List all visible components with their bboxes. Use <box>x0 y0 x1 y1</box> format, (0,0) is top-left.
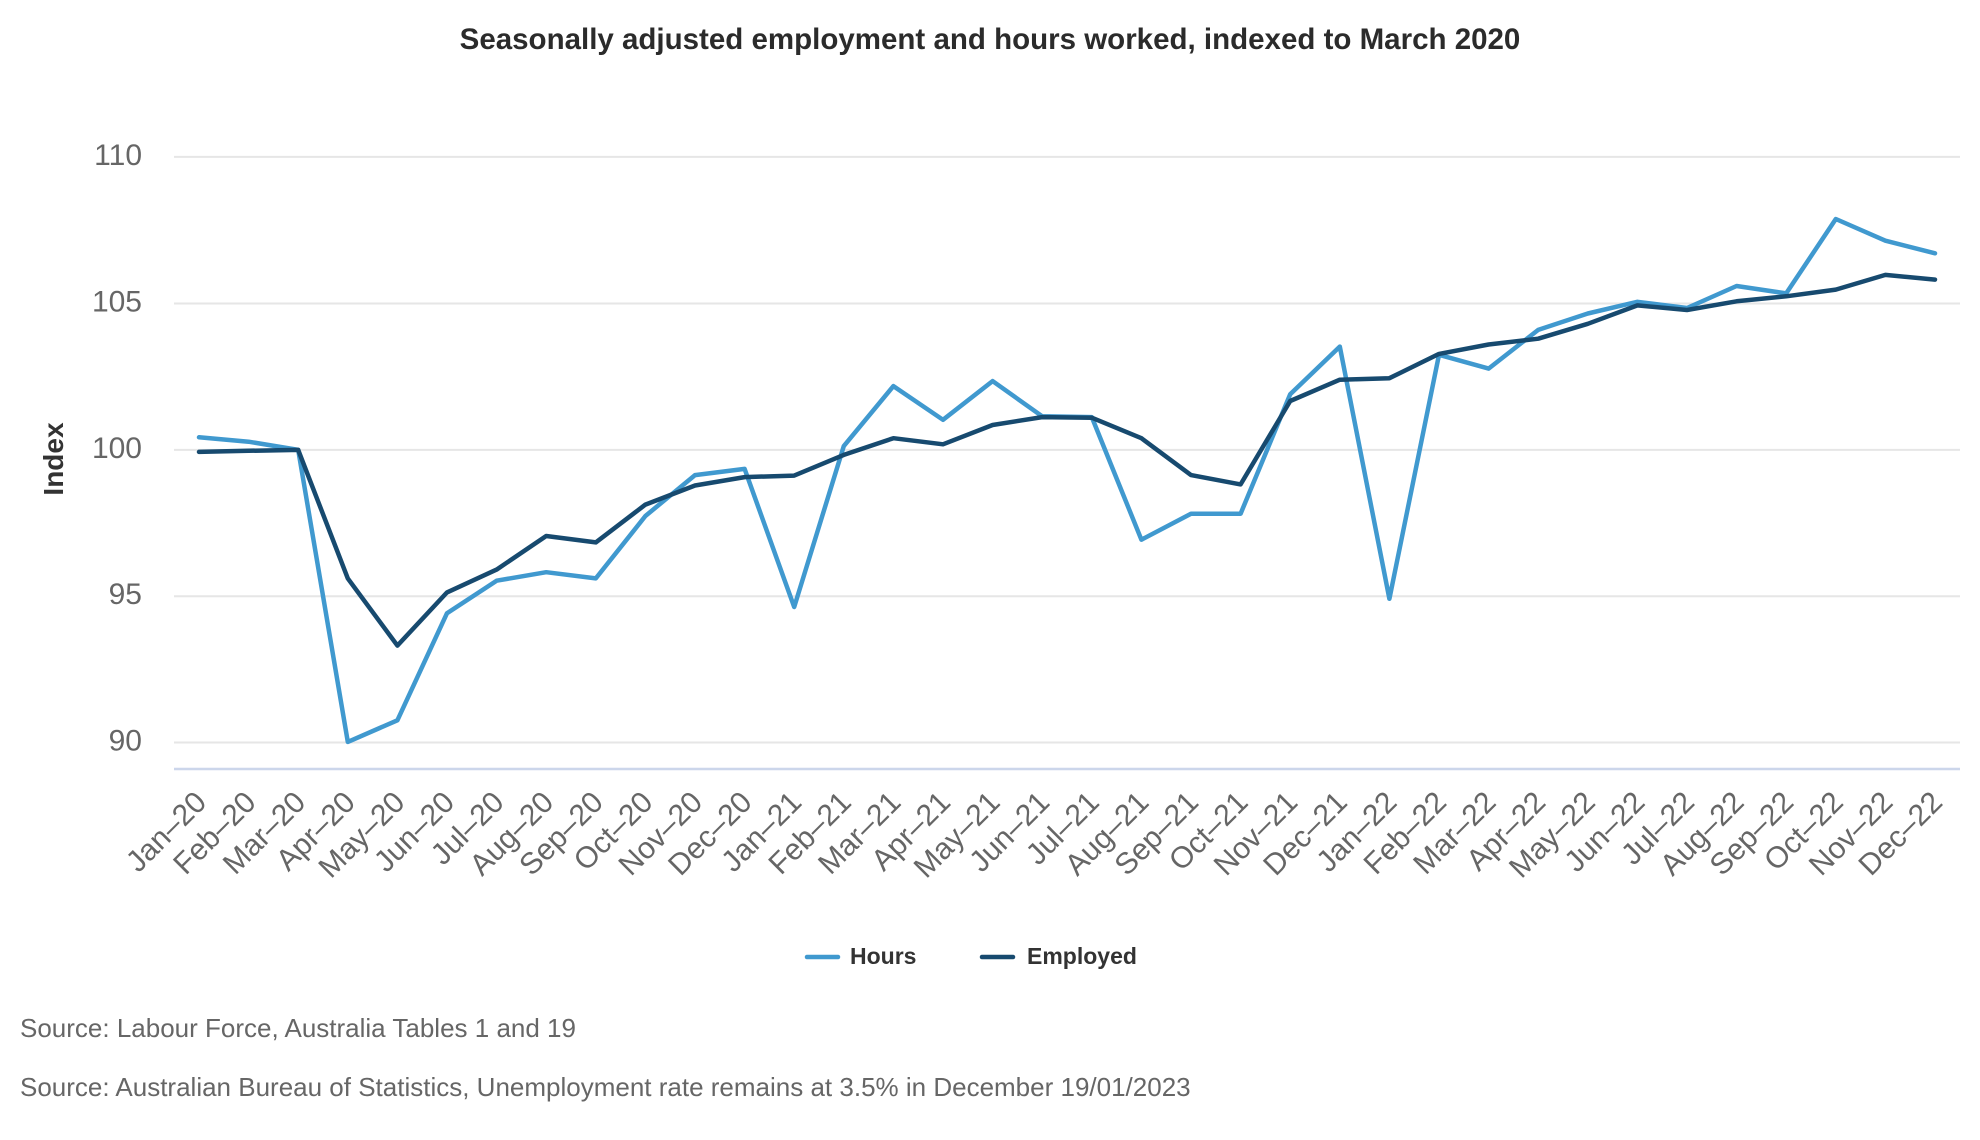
svg-text:95: 95 <box>109 578 142 611</box>
svg-text:110: 110 <box>94 139 142 172</box>
svg-text:Hours: Hours <box>850 943 916 969</box>
svg-text:100: 100 <box>92 432 142 465</box>
svg-text:90: 90 <box>109 725 142 758</box>
svg-text:Index: Index <box>38 422 69 496</box>
svg-text:105: 105 <box>92 286 142 319</box>
svg-text:Employed: Employed <box>1027 943 1137 969</box>
